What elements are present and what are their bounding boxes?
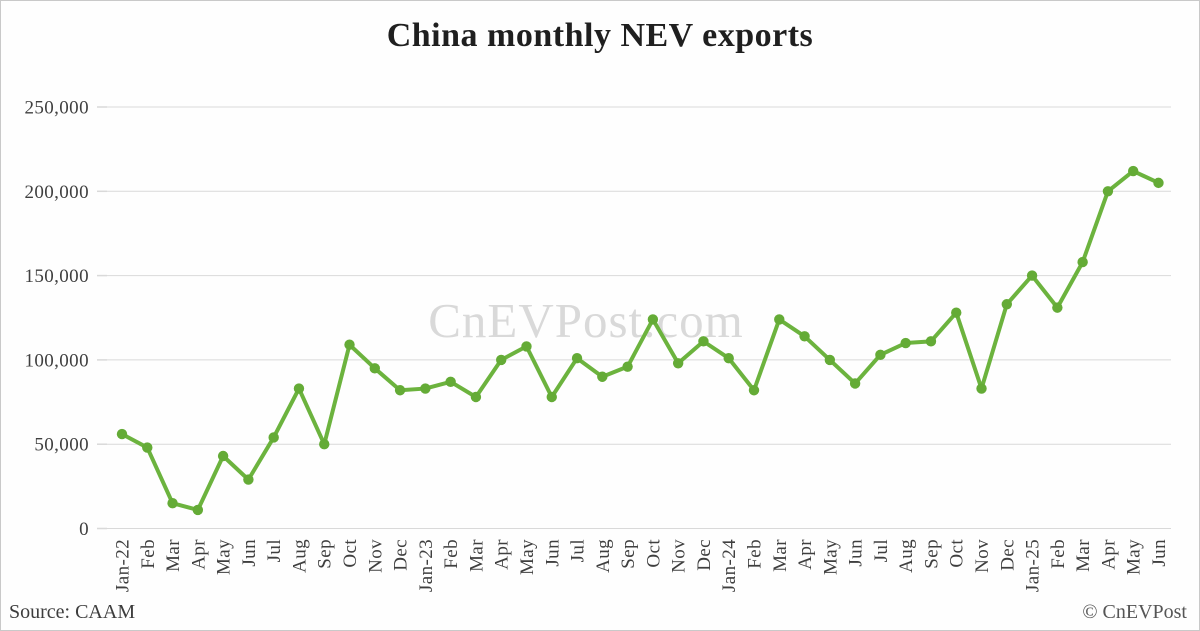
x-axis-tick-label: Sep bbox=[921, 539, 942, 569]
data-point bbox=[1102, 186, 1114, 197]
data-point bbox=[976, 383, 987, 394]
data-point bbox=[217, 450, 229, 462]
x-axis-tick-label: Dec bbox=[997, 539, 1018, 571]
x-axis-tick-label: Feb bbox=[1048, 539, 1069, 569]
x-axis-tick-label: Apr bbox=[492, 539, 513, 570]
data-point bbox=[597, 371, 608, 382]
data-point bbox=[925, 336, 937, 347]
data-point bbox=[1153, 177, 1164, 189]
data-point bbox=[875, 349, 886, 361]
data-point bbox=[293, 383, 305, 394]
x-axis-tick-label: Jun bbox=[542, 539, 563, 567]
data-point bbox=[849, 378, 861, 389]
x-axis-tick-label: Jul bbox=[871, 539, 892, 562]
x-axis-tick-label: May bbox=[1124, 539, 1145, 575]
data-point bbox=[900, 337, 911, 349]
x-axis-tick-label: Feb bbox=[745, 539, 766, 569]
data-point bbox=[774, 314, 785, 325]
y-axis-tick-label: 100,000 bbox=[24, 350, 89, 371]
data-point bbox=[142, 442, 153, 453]
x-axis-tick-label: Nov bbox=[972, 539, 993, 573]
data-point bbox=[167, 498, 178, 509]
data-point bbox=[723, 353, 734, 364]
watermark: CnEVPost.com bbox=[428, 293, 744, 348]
source-label: Source: CAAM bbox=[9, 601, 136, 623]
copyright-label: © CnEVPost bbox=[1082, 601, 1187, 623]
x-axis-tick-label: Nov bbox=[669, 539, 690, 573]
data-point bbox=[1077, 256, 1088, 268]
x-axis-tick-label: Feb bbox=[138, 539, 159, 569]
data-point bbox=[496, 354, 507, 366]
data-point bbox=[1052, 302, 1063, 313]
x-axis-tick-label: Dec bbox=[391, 539, 412, 571]
data-point bbox=[1026, 270, 1038, 281]
data-point bbox=[344, 339, 355, 350]
x-axis-tick-label: Mar bbox=[770, 539, 791, 572]
data-point bbox=[319, 439, 330, 450]
data-point bbox=[571, 353, 583, 364]
x-axis-tick-label: Nov bbox=[365, 539, 386, 573]
data-point bbox=[748, 385, 760, 396]
x-axis-tick-label: Aug bbox=[896, 539, 917, 573]
y-axis-tick-label: 200,000 bbox=[24, 182, 89, 203]
x-axis-tick-label: Jan-24 bbox=[719, 539, 740, 592]
data-point bbox=[698, 336, 709, 347]
data-point bbox=[824, 354, 836, 366]
data-point bbox=[116, 428, 128, 440]
x-axis-tick-label: Jan-23 bbox=[416, 539, 437, 592]
x-axis-tick-label: May bbox=[214, 539, 235, 575]
data-point bbox=[951, 307, 962, 318]
x-axis-tick-label: Aug bbox=[593, 539, 614, 573]
data-point bbox=[1128, 165, 1139, 177]
data-point bbox=[445, 376, 456, 388]
data-point bbox=[243, 474, 254, 485]
data-point bbox=[521, 341, 532, 352]
x-axis-tick-label: Mar bbox=[163, 539, 184, 572]
x-axis-tick-label: Oct bbox=[643, 539, 664, 568]
x-axis-tick-label: Jan-25 bbox=[1023, 539, 1044, 592]
x-axis-tick-label: May bbox=[820, 539, 841, 575]
x-axis-tick-label: May bbox=[517, 539, 538, 575]
data-point bbox=[1001, 299, 1012, 310]
data-point bbox=[647, 314, 659, 325]
x-axis-tick-label: Oct bbox=[340, 539, 361, 568]
x-axis-tick-label: Oct bbox=[947, 539, 968, 568]
y-axis-tick-label: 150,000 bbox=[24, 266, 89, 287]
x-axis-tick-label: Jun bbox=[846, 539, 867, 567]
data-point bbox=[470, 391, 482, 403]
x-axis-tick-label: Sep bbox=[315, 539, 336, 569]
data-point bbox=[672, 358, 684, 369]
data-point bbox=[546, 391, 557, 403]
x-axis-tick-label: Feb bbox=[441, 539, 462, 569]
data-point bbox=[192, 504, 204, 516]
x-axis-tick-label: Mar bbox=[466, 539, 487, 572]
data-point bbox=[622, 361, 633, 372]
data-point bbox=[268, 432, 279, 443]
chart-title: China monthly NEV exports bbox=[386, 17, 814, 54]
nev-exports-line bbox=[120, 169, 1161, 512]
y-axis-tick-label: 50,000 bbox=[34, 435, 89, 456]
data-point bbox=[799, 331, 810, 342]
x-axis-tick-label: Jul bbox=[264, 539, 285, 562]
data-point bbox=[369, 363, 380, 374]
x-axis-tick-label: Sep bbox=[618, 539, 639, 569]
x-axis-tick-label: Jan-22 bbox=[113, 539, 134, 592]
x-axis-tick-label: Apr bbox=[795, 539, 816, 570]
x-axis-tick-label: Jun bbox=[239, 539, 260, 567]
x-axis-tick-label: Aug bbox=[289, 539, 310, 573]
y-axis-tick-label: 0 bbox=[79, 519, 89, 540]
y-axis-tick-label: 250,000 bbox=[24, 98, 89, 119]
data-point bbox=[420, 383, 431, 394]
data-point bbox=[394, 385, 406, 396]
x-axis-tick-label: Jul bbox=[568, 539, 589, 562]
x-axis-tick-label: Mar bbox=[1073, 539, 1094, 572]
x-axis-tick-label: Dec bbox=[694, 539, 715, 571]
x-axis-tick-label: Jun bbox=[1149, 539, 1170, 567]
x-axis-tick-label: Apr bbox=[188, 539, 209, 570]
x-axis-tick-label: Apr bbox=[1098, 539, 1119, 570]
